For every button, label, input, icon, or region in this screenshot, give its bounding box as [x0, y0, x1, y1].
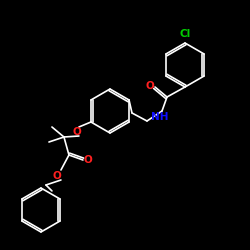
Text: O: O	[84, 155, 92, 165]
Text: O: O	[52, 171, 61, 181]
Text: O: O	[72, 127, 81, 137]
Text: Cl: Cl	[180, 29, 191, 39]
Text: O: O	[146, 81, 154, 91]
Text: NH: NH	[151, 112, 169, 122]
